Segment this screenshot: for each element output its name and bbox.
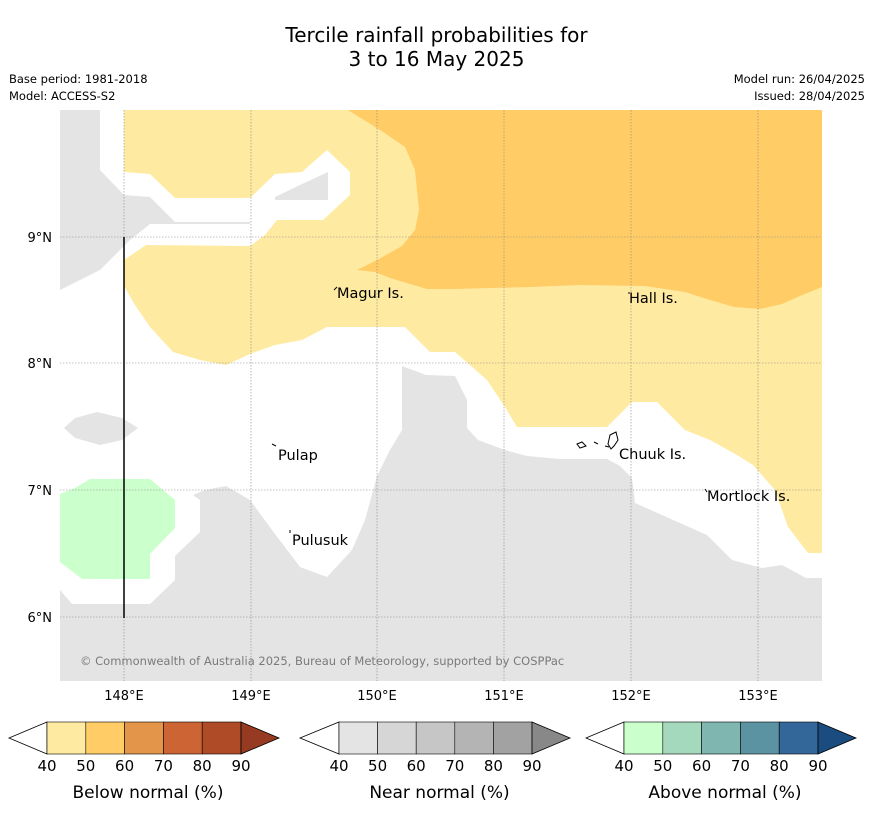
colorbar-above: 40 50 60 70 80 90 Above normal (%): [584, 721, 858, 803]
near-normal-west-blob: [64, 412, 138, 445]
colorbar-segment: [454, 721, 494, 755]
colorbar-segment: [46, 721, 87, 755]
colorbar-tick-label: 60: [115, 757, 134, 775]
lat-label-8n: 8°N: [28, 357, 53, 372]
colorbar-tick-label: 90: [808, 757, 827, 775]
above-normal-40-region: [60, 479, 175, 579]
mortlock-island-mark: [704, 488, 708, 493]
colorbar-segment: [662, 721, 702, 755]
colorbar-near: 40 50 60 70 80 90 Near normal (%): [298, 721, 572, 803]
colorbar-tick-label: 90: [522, 757, 541, 775]
colorbar-segment: [778, 721, 819, 755]
model-run: Model run: 26/04/2025: [733, 72, 865, 86]
place-magur: Magur Is.: [337, 286, 404, 302]
colorbar-segment: [338, 721, 378, 755]
lat-label-9n: 9°N: [28, 231, 53, 246]
below-normal-50-region: [348, 110, 822, 309]
pulap-island-mark: [271, 443, 277, 447]
colorbar-tick-label: 70: [445, 757, 464, 775]
place-pulap: Pulap: [278, 448, 318, 464]
colorbar-tick-label: 50: [368, 757, 387, 775]
colorbar-tick-label: 50: [653, 757, 672, 775]
place-mortlock: Mortlock Is.: [707, 489, 790, 505]
issued-date: Issued: 28/04/2025: [754, 89, 865, 103]
colorbar-segment: [415, 721, 456, 755]
colorbar-segment: [377, 721, 417, 755]
lat-label-7n: 7°N: [28, 484, 53, 499]
meta-right: Model run: 26/04/2025 Issued: 28/04/2025: [734, 71, 865, 105]
colorbar-segment: [701, 721, 741, 755]
colorbar-title: Near normal (%): [369, 783, 509, 803]
lon-label-148e: 148°E: [104, 689, 144, 704]
colorbars: 40 50 60 70 80 90 Below normal (%) 40 50 60 70 80 90…: [7, 721, 858, 803]
place-pulusuk: Pulusuk: [292, 533, 349, 549]
base-period: Base period: 1981-2018: [9, 72, 148, 86]
chuuk-island-mark-4: [607, 431, 619, 450]
colorbar-segment: [493, 721, 533, 755]
colorbar-segment: [740, 721, 780, 755]
colorbar-tick-label: 40: [329, 757, 348, 775]
colorbar-below: 40 50 60 70 80 90 Below normal (%): [7, 721, 281, 803]
colorbar-tick-label: 90: [231, 757, 250, 775]
place-chuuk: Chuuk Is.: [619, 447, 686, 463]
colorbar-tick-label: 50: [76, 757, 95, 775]
island-markers: [271, 286, 708, 533]
chuuk-island-mark-2: [593, 441, 599, 445]
lon-label-153e: 153°E: [738, 689, 778, 704]
place-hall: Hall Is.: [629, 291, 678, 307]
colorbar-segment: [85, 721, 125, 755]
lon-label-149e: 149°E: [231, 689, 271, 704]
chuuk-island-mark-3: [604, 445, 610, 448]
near-normal-small-patch: [275, 172, 328, 200]
colorbar-extend-high: [240, 721, 281, 755]
title-line-1: Tercile rainfall probabilities for: [285, 23, 588, 47]
colorbar-tick-label: 60: [692, 757, 711, 775]
colorbar-tick-label: 80: [484, 757, 503, 775]
title-line-2: 3 to 16 May 2025: [348, 47, 525, 71]
colorbar-segment: [124, 721, 164, 755]
colorbar-segment: [163, 721, 203, 755]
copyright-notice: © Commonwealth of Australia 2025, Bureau…: [80, 654, 564, 668]
chuuk-island-mark-1: [576, 441, 587, 449]
lon-label-151e: 151°E: [484, 689, 524, 704]
lat-label-6n: 6°N: [28, 611, 53, 626]
colorbar-tick-label: 40: [614, 757, 633, 775]
colorbar-extend-low: [298, 721, 340, 755]
magur-island-mark: [333, 286, 338, 291]
meta-left: Base period: 1981-2018 Model: ACCESS-S2: [9, 71, 148, 105]
colorbar-tick-label: 70: [731, 757, 750, 775]
lon-label-150e: 150°E: [357, 689, 397, 704]
colorbar-segment: [201, 721, 242, 755]
colorbar-tick-label: 70: [154, 757, 173, 775]
near-normal-south-region: [60, 366, 822, 681]
model-name: Model: ACCESS-S2: [9, 89, 116, 103]
colorbar-tick-label: 80: [193, 757, 212, 775]
colorbar-tick-label: 60: [407, 757, 426, 775]
near-normal-northwest-region: [60, 110, 250, 290]
map-fields: [60, 110, 822, 681]
colorbar-extend-low: [7, 721, 48, 755]
colorbar-extend-high: [817, 721, 858, 755]
colorbar-title: Below normal (%): [73, 783, 224, 803]
colorbar-tick-label: 80: [770, 757, 789, 775]
colorbar-title: Above normal (%): [648, 783, 801, 803]
colorbar-tick-label: 40: [37, 757, 56, 775]
lon-label-152e: 152°E: [611, 689, 651, 704]
colorbar-extend-low: [584, 721, 625, 755]
colorbar-extend-high: [531, 721, 572, 755]
colorbar-segment: [623, 721, 664, 755]
